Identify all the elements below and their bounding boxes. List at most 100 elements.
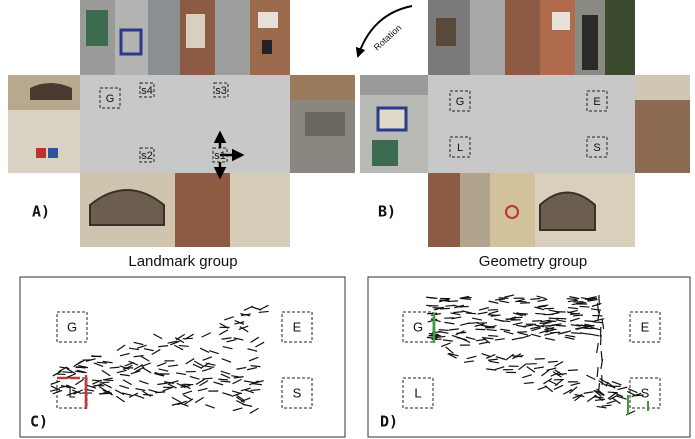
trajectory-dash [255,342,264,347]
trajectory-dash [612,382,621,385]
trajectory-dash [183,395,192,400]
trajectory-dash [222,393,232,396]
trajectory-dash [102,370,110,376]
photo-tile [250,0,290,75]
trajectory-dash [443,340,453,341]
trajectory-dash [570,318,580,321]
trajectory-dash [489,361,499,363]
trajectory-dash [204,366,214,367]
photo-tile [635,100,690,173]
panel-frame [368,277,690,437]
photo-tile [262,40,272,54]
trajectory-dash [198,388,208,390]
trajectory-dash [561,331,571,334]
trajectory-dash [446,347,454,353]
trajectory-dash [534,367,544,369]
trajectory-dash [590,334,600,336]
trajectory-dash [244,381,254,383]
trajectory-dash [117,345,125,351]
photo-tile [552,12,570,30]
trajectory-dash [450,313,460,315]
trajectory-dash [137,345,146,348]
photo-tile [48,148,58,158]
arch-window [540,193,595,231]
caption: Landmark group [128,253,237,270]
trajectory-dash [242,404,252,406]
trajectory-dash [595,399,605,400]
trajectory-dash [565,335,575,337]
photo-tile [605,0,635,75]
trajectory-dash [478,312,488,314]
marker-label: G [456,96,465,108]
trajectory-dash [461,338,470,342]
trajectory-dash [536,306,546,308]
trajectory-dash [75,379,83,384]
trajectory-dash [182,391,192,394]
trajectory-dash [179,345,189,346]
trajectory-dash [541,370,549,376]
panel-label: B) [378,203,396,221]
trajectory-dash [602,405,612,406]
marker-label: E [641,319,650,334]
trajectory-dash [600,379,609,384]
trajectory-dash [227,340,237,342]
trajectory-dash [549,310,559,312]
trajectory-dash [513,323,523,325]
trajectory-dash [608,392,618,393]
trajectory-dash [531,334,541,337]
marker-label: S [293,385,302,400]
trajectory-dash [593,322,603,323]
trajectory-dash [565,337,575,339]
trajectory-dash [117,370,127,372]
trajectory-dash [221,371,231,374]
trajectory-dash [548,361,558,362]
trajectory-dash [544,333,554,335]
photo-tile [460,173,490,247]
trajectory-dash [488,310,498,311]
rotation-arrow [358,6,412,56]
trajectory-dash [506,354,514,360]
trajectory-dash [495,299,505,300]
trajectory-dash [545,338,555,340]
photo-tile [36,148,46,158]
trajectory-dash [495,367,505,370]
trajectory-dash [120,374,130,375]
marker-label: S [641,385,650,400]
marker-label: s3 [215,85,227,97]
trajectory-dash [172,397,181,402]
trajectory-dash [540,323,550,324]
trajectory-dash [441,343,450,347]
trajectory-dash [489,301,499,303]
trajectory-dash [597,343,599,353]
trajectory-dash [512,317,522,318]
trajectory-dash [143,368,152,373]
trajectory-dash [224,317,233,320]
photo-tile [372,140,398,166]
trajectory-dash [445,322,455,323]
panel-label: D) [380,413,398,431]
trajectory-dash [190,376,200,379]
photo-tile [86,10,108,46]
trajectory-dash [568,308,578,309]
trajectory-dash [568,310,578,312]
trajectory-dash [592,303,602,306]
trajectory-dash [136,389,146,391]
trajectory-dash [602,319,604,329]
marker-label: L [414,385,421,400]
trajectory-dash [488,336,498,337]
photo-tile [8,110,80,173]
trajectory-dash [116,396,124,402]
marker-label: s4 [141,85,153,97]
trajectory-dash [499,301,509,303]
trajectory-dash [176,373,186,375]
photo-tile [230,173,290,247]
trajectory-dash [148,390,158,393]
trajectory-dash [500,329,510,330]
trajectory-dash [247,349,257,351]
trajectory-dash [479,307,489,310]
trajectory-dash [571,383,581,386]
trajectory-dash [97,362,107,363]
trajectory-dash [233,408,243,411]
trajectory-dash [125,362,134,366]
photo-tile [582,15,598,70]
